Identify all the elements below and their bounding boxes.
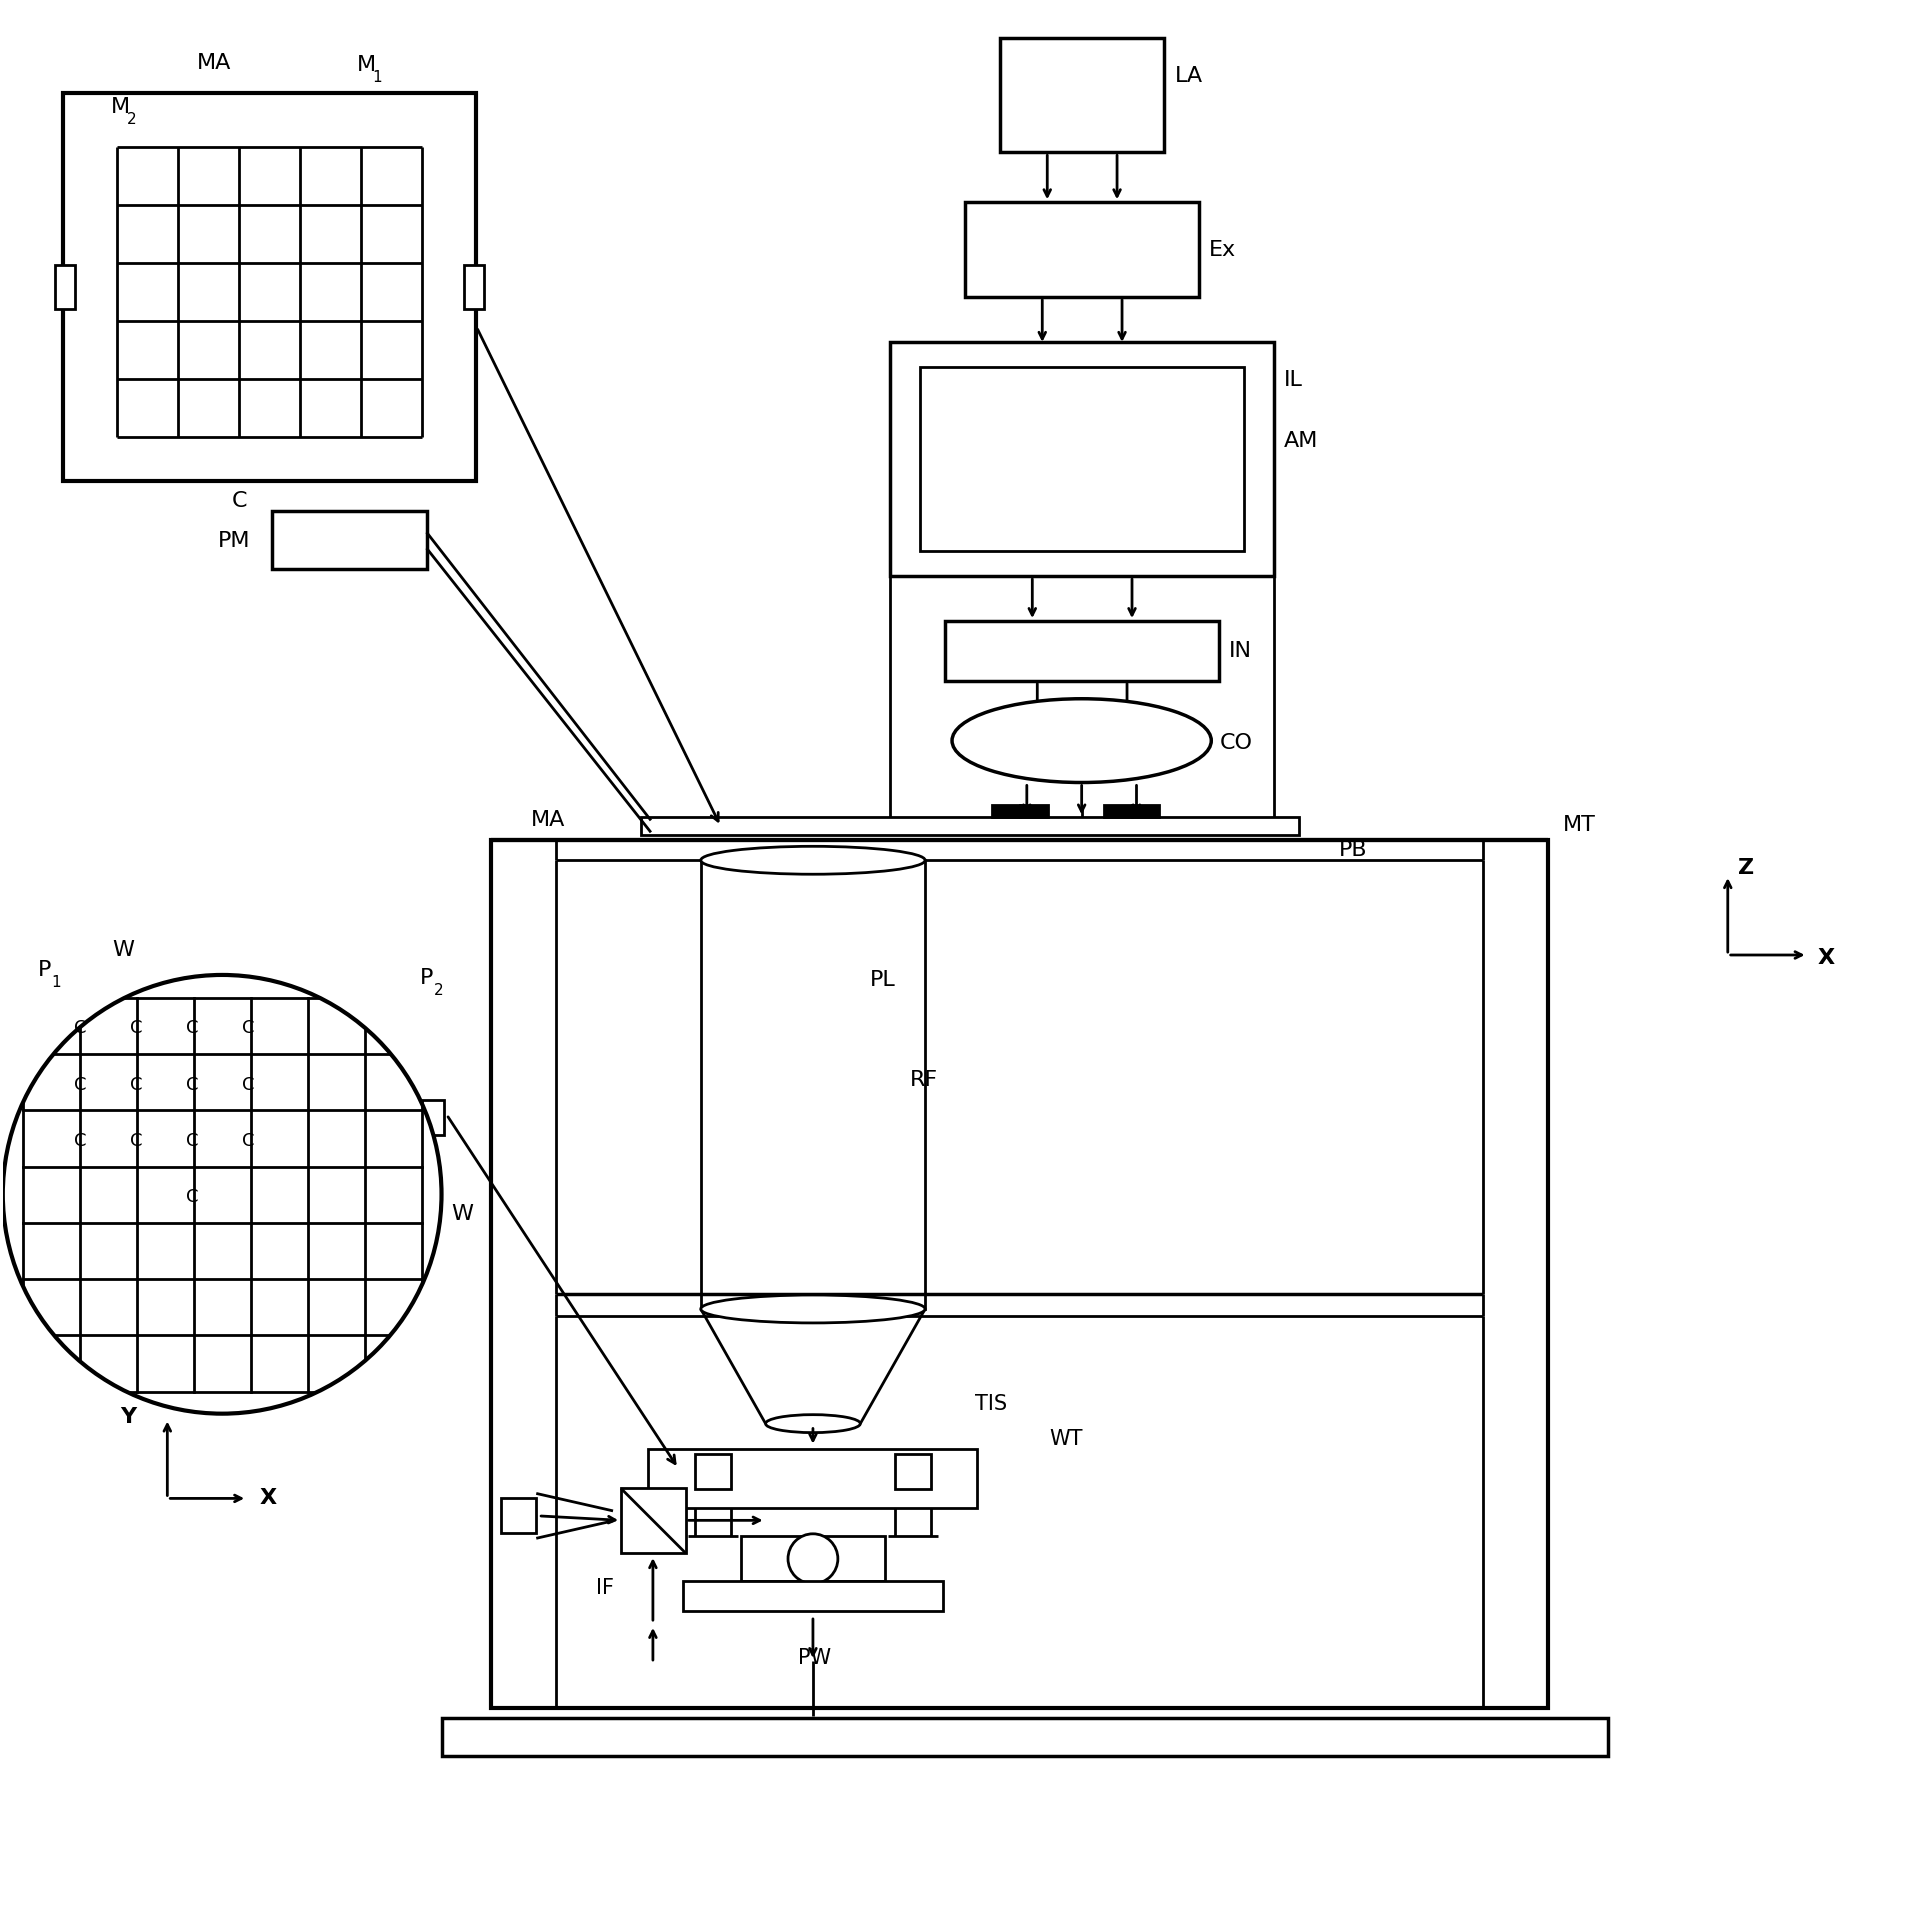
Text: C: C: [75, 1018, 87, 1037]
Bar: [741, 1536, 885, 1581]
Text: C: C: [231, 491, 247, 512]
Text: PM: PM: [218, 531, 251, 552]
Text: P: P: [421, 968, 432, 987]
Text: Y: Y: [120, 1406, 137, 1427]
Text: C: C: [241, 1018, 255, 1037]
Bar: [621, 1488, 687, 1553]
Text: IL: IL: [1285, 371, 1302, 390]
Text: C: C: [241, 1075, 255, 1094]
Bar: [992, 806, 1020, 817]
Text: LA: LA: [1175, 65, 1202, 86]
Bar: [945, 621, 1219, 680]
Bar: [54, 265, 75, 309]
Ellipse shape: [789, 1534, 837, 1583]
Text: Ex: Ex: [1209, 241, 1236, 260]
Bar: [62, 92, 476, 481]
Bar: [640, 817, 1298, 835]
Text: 1: 1: [52, 974, 62, 989]
Bar: [492, 840, 1549, 1708]
Text: C: C: [185, 1018, 199, 1037]
Text: PW: PW: [799, 1648, 831, 1667]
Bar: [964, 202, 1200, 296]
Bar: [700, 860, 926, 1308]
Text: X: X: [260, 1488, 278, 1509]
Bar: [694, 1454, 731, 1490]
Ellipse shape: [766, 1415, 860, 1432]
Text: Z: Z: [1738, 858, 1753, 879]
Text: 2: 2: [434, 984, 444, 997]
Bar: [1132, 806, 1159, 817]
Text: C: C: [185, 1188, 199, 1207]
Bar: [1020, 806, 1047, 817]
Text: MA: MA: [530, 810, 565, 831]
Text: IN: IN: [1229, 642, 1252, 661]
Bar: [648, 1448, 978, 1509]
Text: C: C: [241, 1133, 255, 1150]
Text: X: X: [1817, 947, 1834, 968]
Bar: [683, 1581, 943, 1612]
Text: 1: 1: [372, 69, 382, 84]
Bar: [999, 38, 1165, 153]
Text: WT: WT: [1049, 1429, 1084, 1448]
Text: RF: RF: [910, 1070, 937, 1089]
Bar: [889, 342, 1273, 577]
Text: C: C: [129, 1133, 143, 1150]
Text: W: W: [451, 1203, 473, 1224]
Text: AM: AM: [1285, 432, 1318, 451]
Text: PB: PB: [1339, 840, 1368, 860]
Ellipse shape: [953, 699, 1211, 783]
Bar: [0, 1177, 23, 1213]
Text: M: M: [357, 55, 376, 74]
Bar: [272, 512, 426, 569]
Text: C: C: [185, 1133, 199, 1150]
Text: W: W: [112, 940, 135, 961]
Bar: [920, 367, 1244, 552]
Text: M: M: [110, 97, 129, 118]
Bar: [465, 265, 484, 309]
Bar: [895, 1454, 930, 1490]
Bar: [1103, 806, 1132, 817]
Text: PL: PL: [870, 970, 897, 989]
Ellipse shape: [700, 846, 926, 875]
Text: C: C: [75, 1075, 87, 1094]
Bar: [422, 1100, 444, 1135]
Circle shape: [2, 974, 442, 1413]
Text: C: C: [75, 1133, 87, 1150]
Text: P: P: [39, 961, 50, 980]
Text: 2: 2: [127, 113, 137, 128]
Text: IF: IF: [596, 1578, 613, 1599]
Ellipse shape: [700, 1295, 926, 1324]
Text: C: C: [129, 1075, 143, 1094]
Bar: [442, 1717, 1609, 1755]
Text: C: C: [185, 1075, 199, 1094]
Bar: [502, 1499, 536, 1534]
Text: TIS: TIS: [974, 1394, 1007, 1413]
Text: C: C: [129, 1018, 143, 1037]
Text: CO: CO: [1219, 733, 1252, 753]
Text: MT: MT: [1562, 816, 1595, 835]
Text: MA: MA: [197, 53, 231, 73]
